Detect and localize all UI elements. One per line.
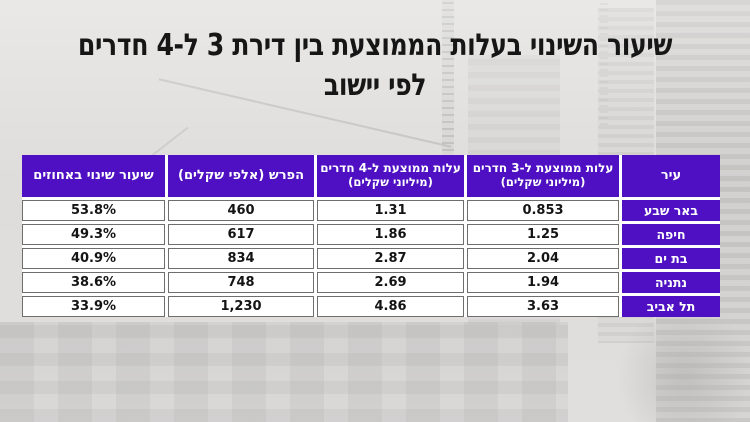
row-pct: 38.6% xyxy=(22,272,165,293)
row-avg3: 1.94 xyxy=(467,272,619,293)
row-pct: 40.9% xyxy=(22,248,165,269)
row-city: בת ים xyxy=(622,248,720,269)
column-header-avg-4-rooms: עלות ממוצעת ל-4 חדרים (מיליוני שקלים) xyxy=(317,155,464,197)
bg-tree xyxy=(618,304,750,422)
column-header-avg-3-rooms: עלות ממוצעת ל-3 חדרים (מיליוני שקלים) xyxy=(467,155,619,197)
page-title-line-2: לפי יישוב xyxy=(323,68,427,103)
row-diff: 460 xyxy=(168,200,314,221)
row-avg4: 1.31 xyxy=(317,200,464,221)
row-avg4: 4.86 xyxy=(317,296,464,317)
row-avg3: 2.04 xyxy=(467,248,619,269)
row-avg3: 1.25 xyxy=(467,224,619,245)
column-header-difference: הפרש (אלפי שקלים) xyxy=(168,155,314,197)
row-avg4: 2.69 xyxy=(317,272,464,293)
row-diff: 748 xyxy=(168,272,314,293)
row-pct: 49.3% xyxy=(22,224,165,245)
row-diff: 834 xyxy=(168,248,314,269)
page-title-line-1: שיעור השינוי בעלות הממוצעת בין דירת 3 ל-… xyxy=(77,28,673,63)
row-diff: 617 xyxy=(168,224,314,245)
row-city: נתניה xyxy=(622,272,720,293)
bg-building-bottom xyxy=(0,322,568,422)
row-avg3: 3.63 xyxy=(467,296,619,317)
row-pct: 53.8% xyxy=(22,200,165,221)
column-header-percent-change: שיעור שינוי באחוזים xyxy=(22,155,165,197)
row-avg3: 0.853 xyxy=(467,200,619,221)
cost-change-table: עיר עלות ממוצעת ל-3 חדרים (מיליוני שקלים… xyxy=(22,155,720,317)
row-city: באר שבע xyxy=(622,200,720,221)
column-header-city: עיר xyxy=(622,155,720,197)
row-pct: 33.9% xyxy=(22,296,165,317)
row-avg4: 2.87 xyxy=(317,248,464,269)
row-avg4: 1.86 xyxy=(317,224,464,245)
row-diff: 1,230 xyxy=(168,296,314,317)
page-title: שיעור השינוי בעלות הממוצעת בין דירת 3 ל-… xyxy=(0,26,750,106)
row-city: תל אביב xyxy=(622,296,720,317)
row-city: חיפה xyxy=(622,224,720,245)
